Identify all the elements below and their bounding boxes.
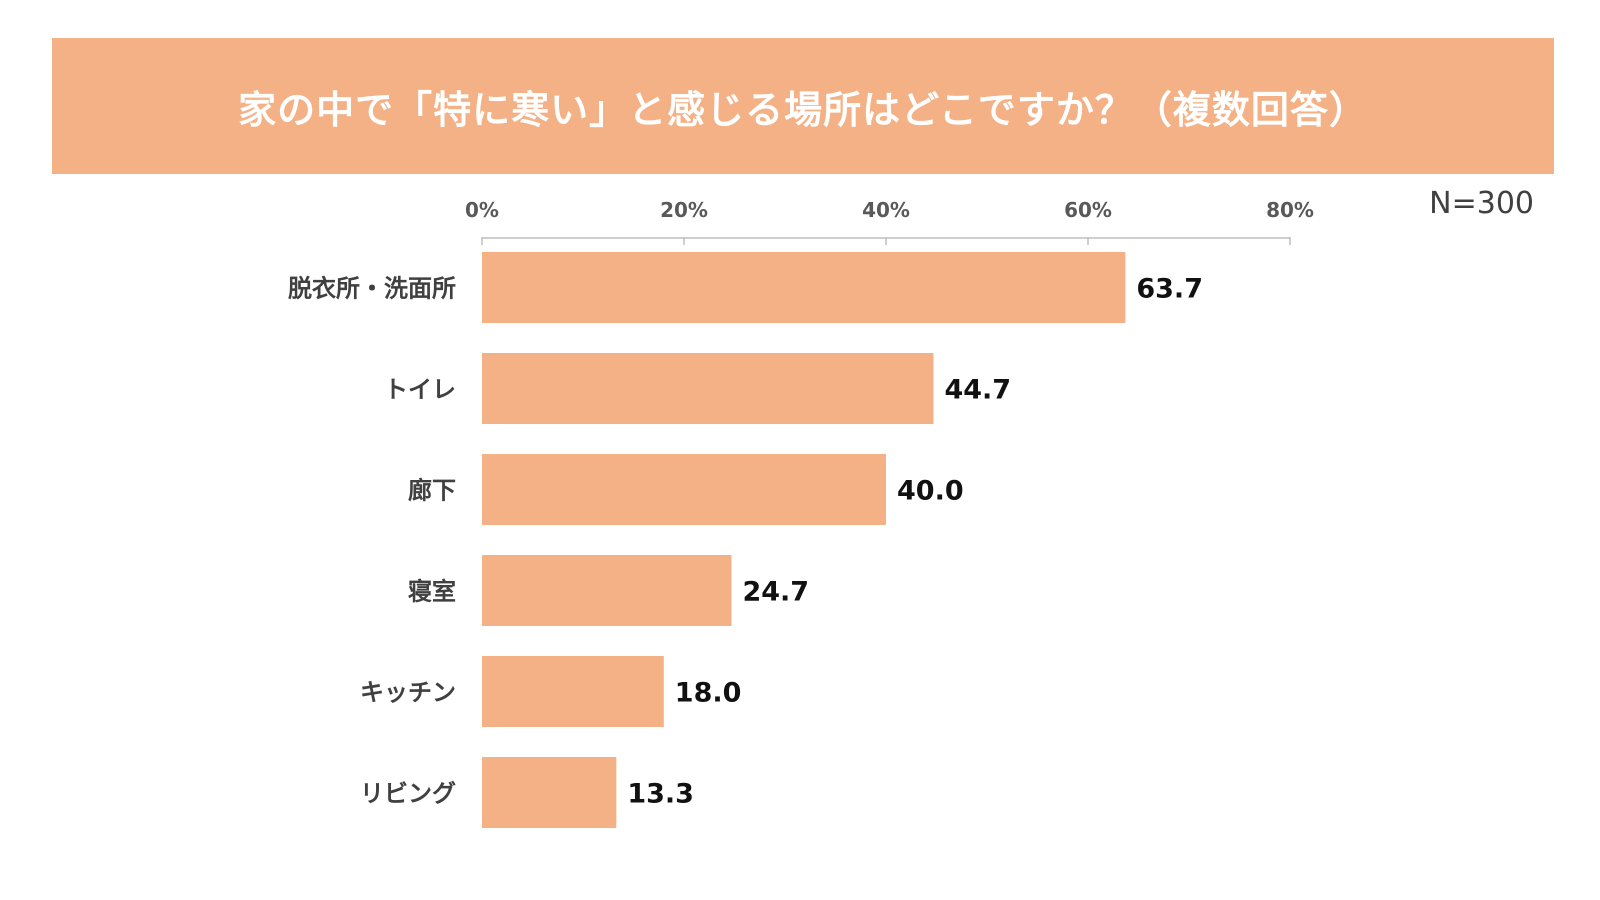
category-label: リビング bbox=[360, 780, 456, 808]
bar bbox=[482, 454, 886, 525]
value-label: 24.7 bbox=[742, 577, 809, 608]
category-label: 脱衣所・洗面所 bbox=[288, 275, 456, 303]
category-label: キッチン bbox=[360, 679, 456, 707]
bar bbox=[482, 757, 617, 828]
value-label: 40.0 bbox=[897, 476, 964, 507]
x-tick-label: 40% bbox=[862, 198, 910, 222]
title-banner: 家の中で「特に寒い」と感じる場所はどこですか？（複数回答） bbox=[52, 38, 1554, 174]
x-tick-label: 20% bbox=[660, 198, 708, 222]
category-label: 廊下 bbox=[408, 477, 456, 505]
bar bbox=[482, 252, 1126, 323]
value-label: 13.3 bbox=[627, 779, 694, 810]
x-tick-label: 0% bbox=[465, 198, 499, 222]
category-label: トイレ bbox=[384, 376, 456, 404]
chart-title: 家の中で「特に寒い」と感じる場所はどこですか？（複数回答） bbox=[238, 87, 1368, 132]
x-tick-label: 80% bbox=[1266, 198, 1314, 222]
bar bbox=[482, 656, 664, 727]
sample-size-label: N=300 bbox=[1429, 186, 1534, 221]
value-label: 18.0 bbox=[675, 678, 742, 709]
category-label: 寝室 bbox=[408, 578, 456, 606]
bar bbox=[482, 555, 732, 626]
value-label: 63.7 bbox=[1136, 274, 1203, 305]
value-label: 44.7 bbox=[944, 375, 1011, 406]
bar bbox=[482, 353, 934, 424]
x-tick-label: 60% bbox=[1064, 198, 1112, 222]
